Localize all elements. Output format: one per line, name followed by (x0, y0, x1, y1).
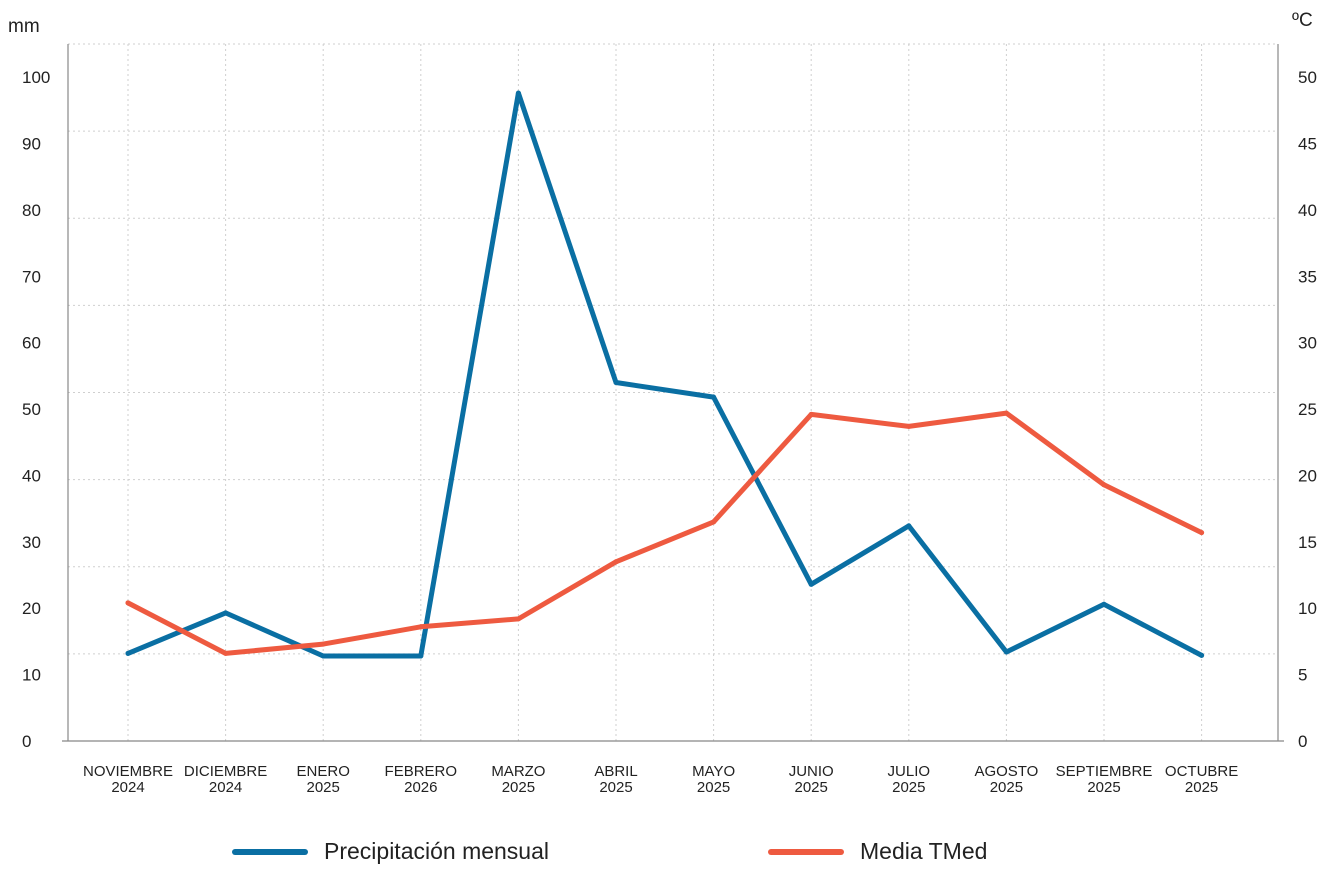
x-tick-label: AGOSTO 2025 (974, 763, 1038, 796)
left-tick-label: 80 (22, 201, 41, 220)
series-lines (125, 90, 1205, 659)
data-point-precipitation (320, 653, 326, 659)
data-point-precipitation (125, 650, 131, 656)
left-axis-unit: mm (8, 16, 40, 37)
left-tick-label: 100 (22, 68, 50, 87)
data-point-tmed (808, 411, 814, 417)
data-point-precipitation (223, 610, 229, 616)
left-tick-label: 60 (22, 334, 41, 353)
data-point-tmed (1199, 530, 1205, 536)
x-tick-label: ABRIL 2025 (594, 763, 637, 796)
right-tick-label: 40 (1298, 201, 1317, 220)
data-point-tmed (515, 616, 521, 622)
left-tick-label: 20 (22, 599, 41, 618)
data-point-tmed (711, 519, 717, 525)
x-tick-label: MARZO 2025 (491, 763, 545, 796)
x-tick-label: ENERO 2025 (297, 763, 350, 796)
right-tick-label: 50 (1298, 68, 1317, 87)
data-point-tmed (613, 559, 619, 565)
grid (68, 43, 1278, 741)
left-tick-label: 30 (22, 533, 41, 552)
x-tick-label: DICIEMBRE 2024 (184, 763, 267, 796)
data-point-precipitation (1003, 649, 1009, 655)
right-tick-label: 10 (1298, 599, 1317, 618)
data-point-tmed (1101, 482, 1107, 488)
data-point-tmed (125, 600, 131, 606)
x-tick-label: OCTUBRE 2025 (1165, 763, 1238, 796)
right-tick-label: 0 (1298, 732, 1307, 751)
legend-item-tmed: Media TMed (768, 838, 987, 865)
x-tick-label: NOVIEMBRE 2024 (83, 763, 173, 796)
left-tick-label: 70 (22, 267, 41, 286)
right-tick-label: 25 (1298, 400, 1317, 419)
data-point-precipitation (418, 653, 424, 659)
data-point-tmed (1003, 410, 1009, 416)
legend-swatch-tmed (768, 848, 844, 855)
left-tick-label: 50 (22, 400, 41, 419)
data-point-tmed (320, 641, 326, 647)
right-tick-label: 20 (1298, 466, 1317, 485)
data-point-tmed (418, 624, 424, 630)
right-axis-unit: ºC (1292, 10, 1313, 31)
x-tick-label: MAYO 2025 (692, 763, 735, 796)
data-point-precipitation (613, 380, 619, 385)
series-line-tmed (125, 410, 1205, 656)
left-tick-label: 10 (22, 666, 41, 685)
data-point-precipitation (1199, 652, 1205, 658)
tick-labels: 0 10 20 30 40 50 60 70 80 90 100 0 5 10 15 20 25 30 35 40 45… (22, 68, 1317, 796)
data-point-precipitation (711, 394, 717, 400)
right-tick-label: 45 (1298, 135, 1317, 154)
right-tick-label: 5 (1298, 666, 1307, 685)
right-tick-label: 30 (1298, 334, 1317, 353)
left-tick-label: 40 (22, 466, 41, 485)
right-tick-label: 15 (1298, 533, 1317, 552)
x-tick-label: FEBRERO 2026 (385, 763, 458, 796)
right-tick-label: 35 (1298, 267, 1317, 286)
axes (62, 44, 1284, 742)
x-tick-label: JULIO 2025 (888, 763, 931, 796)
x-tick-label: SEPTIEMBRE 2025 (1056, 763, 1153, 796)
legend-swatch-precipitation (232, 848, 308, 855)
legend: Precipitación mensual Media TMed (0, 838, 1325, 878)
legend-item-precipitation: Precipitación mensual (232, 838, 549, 865)
x-tick-label: JUNIO 2025 (789, 763, 834, 796)
series-line-precipitation (125, 90, 1205, 659)
left-tick-label: 0 (22, 732, 31, 751)
data-point-precipitation (1101, 601, 1107, 607)
data-point-precipitation (906, 523, 912, 529)
left-tick-label: 90 (22, 135, 41, 154)
legend-label-precipitation: Precipitación mensual (324, 838, 550, 864)
data-point-precipitation (515, 90, 521, 96)
data-point-tmed (906, 423, 912, 429)
data-point-precipitation (808, 581, 814, 587)
data-point-tmed (223, 650, 229, 656)
legend-label-tmed: Media TMed (860, 838, 988, 864)
